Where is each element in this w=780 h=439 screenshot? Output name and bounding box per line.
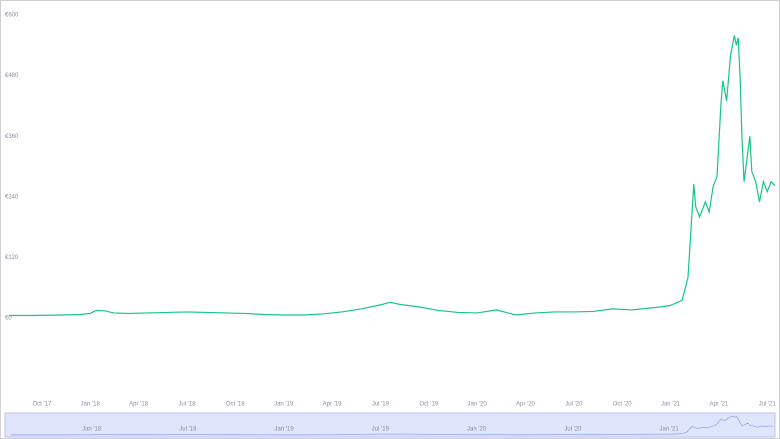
y-tick-label: €0 <box>5 316 12 322</box>
y-tick-label: €360 <box>5 134 19 140</box>
x-tick-label: Jul '18 <box>178 402 196 408</box>
x-tick-label: Jan '18 <box>81 402 101 408</box>
x-tick-label: Jan '20 <box>468 402 488 408</box>
navigator-tick-label: Jan '19 <box>275 427 295 433</box>
navigator-tick-label: Jan '18 <box>82 427 102 433</box>
x-tick-label: Oct '17 <box>32 402 51 408</box>
x-tick-label: Jul '21 <box>759 402 777 408</box>
navigator-tick-label: Jul '18 <box>179 427 197 433</box>
x-tick-label: Apr '18 <box>129 402 148 408</box>
x-tick-label: Jan '21 <box>661 402 681 408</box>
y-tick-label: €600 <box>5 13 19 19</box>
x-tick-label: Jan '19 <box>274 402 294 408</box>
x-tick-label: Jul '20 <box>565 402 583 408</box>
price-line <box>9 35 776 317</box>
navigator-tick-label: Jan '21 <box>660 427 680 433</box>
y-tick-label: €240 <box>5 194 19 200</box>
x-tick-label: Oct '18 <box>226 402 245 408</box>
navigator-tick-label: Jul '19 <box>372 427 390 433</box>
navigator[interactable] <box>4 412 776 438</box>
y-tick-label: €120 <box>5 255 19 261</box>
y-tick-label: €480 <box>5 73 19 79</box>
navigator-line <box>10 415 774 436</box>
x-tick-label: Oct '20 <box>613 402 632 408</box>
x-tick-label: Apr '21 <box>709 402 728 408</box>
navigator-tick-label: Jul '20 <box>564 427 582 433</box>
x-tick-label: Apr '20 <box>516 402 535 408</box>
navigator-tick-label: Jan '20 <box>467 427 487 433</box>
x-tick-label: Oct '19 <box>419 402 438 408</box>
x-tick-label: Apr '19 <box>323 402 342 408</box>
x-tick-label: Jul '19 <box>372 402 390 408</box>
